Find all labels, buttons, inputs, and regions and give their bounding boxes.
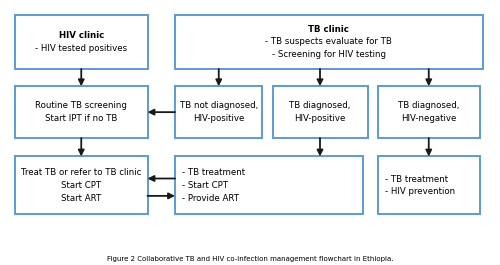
Text: - HIV prevention: - HIV prevention [385,187,455,196]
Text: TB clinic: TB clinic [308,25,349,34]
Text: Start ART: Start ART [61,194,102,203]
Text: - TB treatment: - TB treatment [385,175,448,184]
Text: - Start CPT: - Start CPT [182,181,228,190]
Text: - TB treatment: - TB treatment [182,168,246,177]
FancyBboxPatch shape [15,157,148,214]
Text: TB not diagnosed,: TB not diagnosed, [180,101,258,110]
FancyBboxPatch shape [15,86,148,138]
Text: HIV-positive: HIV-positive [294,114,346,123]
FancyBboxPatch shape [378,157,480,214]
Text: HIV-negative: HIV-negative [401,114,456,123]
Text: - Screening for HIV testing: - Screening for HIV testing [272,50,386,59]
Text: Routine TB screening: Routine TB screening [36,101,127,110]
Text: - Provide ART: - Provide ART [182,194,240,203]
FancyBboxPatch shape [175,86,262,138]
Text: HIV clinic: HIV clinic [58,31,104,40]
FancyBboxPatch shape [175,157,362,214]
Text: HIV-positive: HIV-positive [193,114,244,123]
FancyBboxPatch shape [378,86,480,138]
Text: - HIV tested positives: - HIV tested positives [35,44,128,53]
FancyBboxPatch shape [15,15,148,69]
Text: TB diagnosed,: TB diagnosed, [290,101,350,110]
Text: Start IPT if no TB: Start IPT if no TB [45,114,118,123]
Text: Start CPT: Start CPT [61,181,102,190]
Text: TB diagnosed,: TB diagnosed, [398,101,460,110]
Text: Treat TB or refer to TB clinic: Treat TB or refer to TB clinic [21,168,142,177]
FancyBboxPatch shape [272,86,368,138]
Text: - TB suspects evaluate for TB: - TB suspects evaluate for TB [266,37,392,46]
FancyBboxPatch shape [175,15,482,69]
Text: Figure 2 Collaborative TB and HIV co-infection management flowchart in Ethiopia.: Figure 2 Collaborative TB and HIV co-inf… [107,256,393,262]
